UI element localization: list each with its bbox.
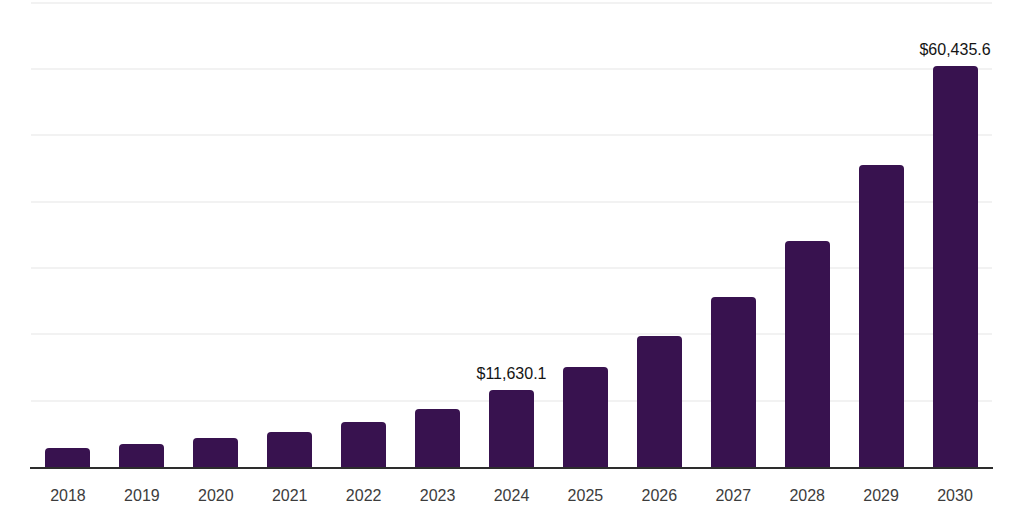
gridline-20000 — [31, 333, 992, 335]
gridline-70000 — [31, 2, 992, 4]
bar-2023 — [415, 409, 460, 467]
x-axis-tick-labels: 2018201920202021202220232024202520262027… — [31, 485, 992, 507]
gridline-60000 — [31, 68, 992, 70]
bar-2022 — [341, 422, 386, 467]
x-tick-label-2026: 2026 — [622, 485, 696, 507]
bar-2020 — [193, 438, 238, 467]
value-label-2030: $60,435.6 — [919, 40, 990, 59]
bar-2018 — [45, 448, 90, 467]
x-tick-label-2024: 2024 — [475, 485, 549, 507]
bar-2019 — [119, 444, 164, 467]
x-tick-label-2022: 2022 — [327, 485, 401, 507]
bar-2024 — [489, 390, 534, 467]
plot-area: $11,630.1 $60,435.6 — [31, 0, 992, 467]
bar-2028 — [785, 241, 830, 467]
x-tick-label-2023: 2023 — [401, 485, 475, 507]
gridline-40000 — [31, 201, 992, 203]
bar-chart: $11,630.1$60,435.6 201820192020202120222… — [0, 0, 1024, 512]
bar-2030 — [933, 66, 978, 467]
x-tick-label-2028: 2028 — [770, 485, 844, 507]
value-label-2024: $11,630.1 — [477, 364, 547, 383]
bar-2026 — [637, 336, 682, 467]
x-tick-label-2018: 2018 — [31, 485, 105, 507]
gridline-50000 — [31, 134, 992, 136]
x-tick-label-2025: 2025 — [548, 485, 622, 507]
x-tick-label-2021: 2021 — [253, 485, 327, 507]
gridline-30000 — [31, 267, 992, 269]
x-tick-label-2030: 2030 — [918, 485, 992, 507]
x-tick-label-2019: 2019 — [105, 485, 179, 507]
bar-2027 — [711, 297, 756, 467]
x-axis-line — [30, 467, 993, 469]
x-tick-label-2020: 2020 — [179, 485, 253, 507]
bar-2029 — [859, 165, 904, 467]
x-tick-label-2029: 2029 — [844, 485, 918, 507]
bar-2021 — [267, 432, 312, 467]
bar-2025 — [563, 367, 608, 467]
x-tick-label-2027: 2027 — [696, 485, 770, 507]
